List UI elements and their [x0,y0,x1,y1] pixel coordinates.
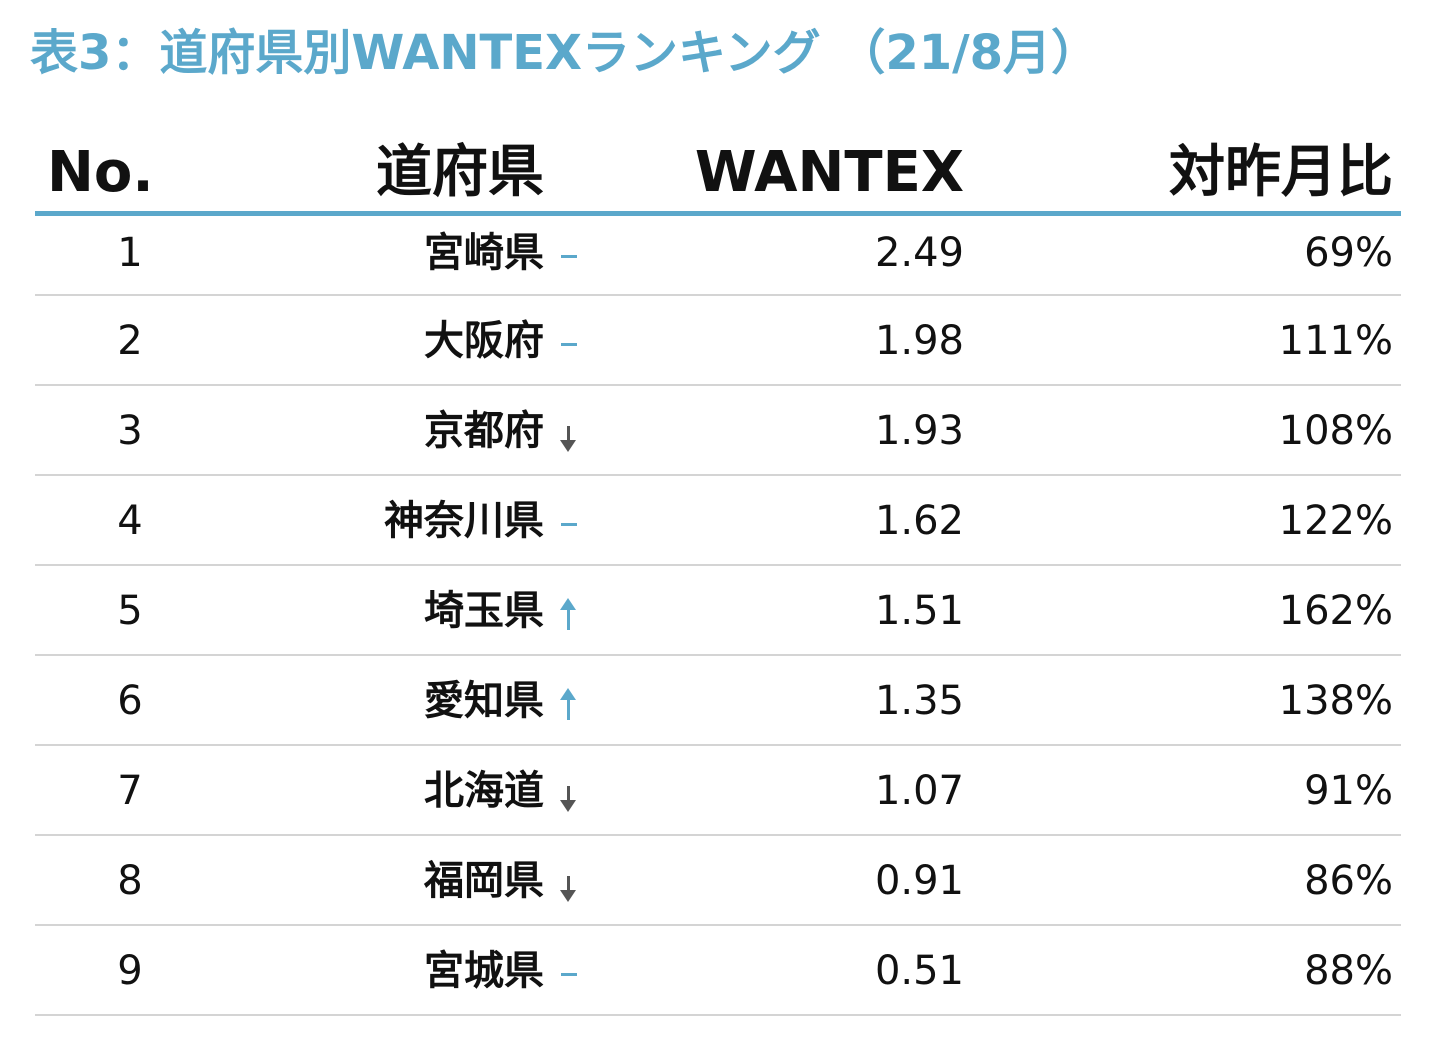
trend-flat-icon [555,946,585,996]
prefecture-cell: 福岡県 [424,858,544,904]
prefecture-cell: 宮崎県 [424,230,544,276]
header-wantex: WANTEX [694,140,964,205]
table-row: 6 愛知県 1.35 138% [35,656,1401,746]
table-row: 1 宮崎県 2.49 69% [35,216,1401,296]
table-header-row: No. 道府県 WANTEX 対昨月比 [35,130,1401,216]
ratio-cell: 138% [1278,678,1393,724]
table-row: 9 宮城県 0.51 88% [35,926,1401,1016]
arrow-down-icon [555,856,585,906]
wantex-cell: 0.91 [874,858,964,904]
arrow-down-icon [555,406,585,456]
wantex-cell: 1.51 [874,588,964,634]
prefecture-cell: 京都府 [424,408,544,454]
table-row: 5 埼玉県 1.51 162% [35,566,1401,656]
wantex-cell: 0.51 [874,948,964,994]
ratio-cell: 108% [1278,408,1393,454]
table-row: 4 神奈川県 1.62 122% [35,476,1401,566]
wantex-cell: 1.93 [874,408,964,454]
wantex-cell: 1.35 [874,678,964,724]
trend-flat-icon [555,228,585,278]
arrow-up-icon [555,586,585,636]
trend-flat-icon [555,316,585,366]
wantex-cell: 1.07 [874,768,964,814]
ratio-cell: 86% [1304,858,1393,904]
ratio-cell: 111% [1278,318,1393,364]
table-row: 2 大阪府 1.98 111% [35,296,1401,386]
ratio-cell: 162% [1278,588,1393,634]
prefecture-cell: 宮城県 [424,948,544,994]
wantex-cell: 1.98 [874,318,964,364]
ratio-cell: 91% [1304,768,1393,814]
trend-flat-icon [555,496,585,546]
header-ratio: 対昨月比 [1169,140,1393,205]
prefecture-cell: 北海道 [424,768,544,814]
wantex-cell: 1.62 [874,498,964,544]
page-title: 表3：道府県別WANTEXランキング （21/8月） [30,25,1100,81]
table-row: 7 北海道 1.07 91% [35,746,1401,836]
header-no: No. [47,140,154,205]
ratio-cell: 88% [1304,948,1393,994]
header-prefecture: 道府県 [376,140,544,205]
table-row: 3 京都府 1.93 108% [35,386,1401,476]
prefecture-cell: 埼玉県 [424,588,544,634]
arrow-up-icon [555,676,585,726]
ratio-cell: 122% [1278,498,1393,544]
prefecture-cell: 神奈川県 [384,498,544,544]
prefecture-cell: 大阪府 [424,318,544,364]
ranking-table: No. 道府県 WANTEX 対昨月比 1 宮崎県 2.49 69% 2 大阪府… [35,130,1401,1016]
wantex-cell: 2.49 [874,230,964,276]
ratio-cell: 69% [1304,230,1393,276]
arrow-down-icon [555,766,585,816]
prefecture-cell: 愛知県 [424,678,544,724]
table-row: 8 福岡県 0.91 86% [35,836,1401,926]
